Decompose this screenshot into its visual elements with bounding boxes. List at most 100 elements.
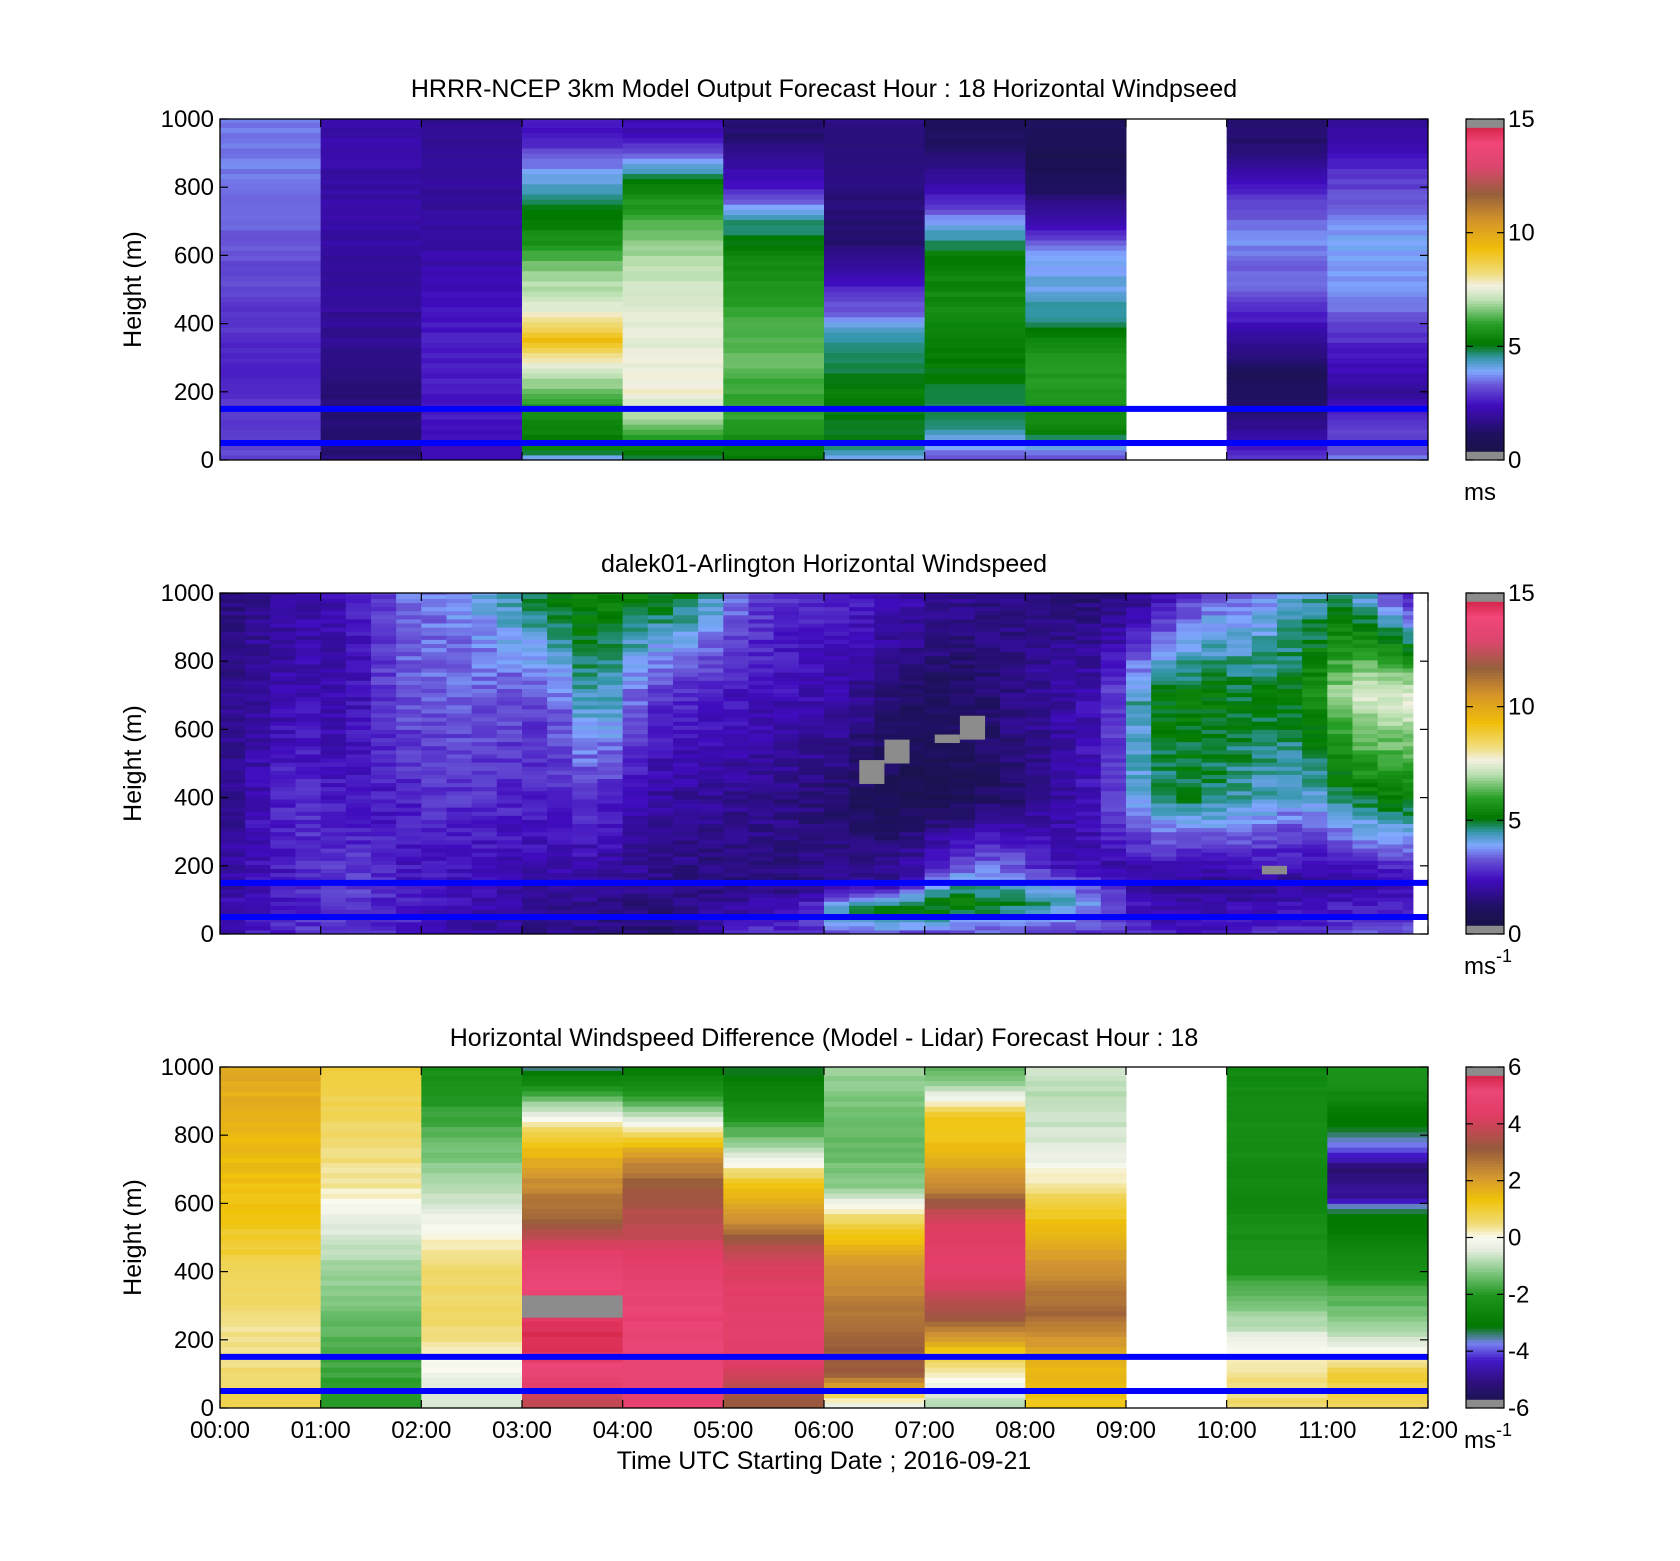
heatmap-cell: [220, 147, 322, 154]
heatmap-cell: [1201, 626, 1228, 632]
heatmap-cell: [572, 827, 598, 833]
colorbar-swatch: [1466, 365, 1504, 370]
heatmap-cell: [1377, 786, 1404, 792]
heatmap-cell: [1126, 659, 1152, 665]
heatmap-cell: [673, 839, 699, 845]
heatmap-cell: [899, 675, 926, 681]
heatmap-cell: [572, 773, 598, 780]
heatmap-cell: [471, 728, 498, 734]
heatmap-cell: [1100, 708, 1127, 714]
heatmap-cell: [1126, 638, 1152, 644]
heatmap-cell: [1050, 687, 1077, 694]
heatmap-cell: [1025, 254, 1127, 262]
heatmap-cell: [1075, 753, 1102, 759]
heatmap-cell: [798, 606, 825, 612]
heatmap-cell: [1226, 346, 1328, 354]
heatmap-cell: [1327, 193, 1428, 200]
heatmap-cell: [1302, 626, 1328, 632]
heatmap-cell: [1000, 741, 1026, 747]
heatmap-cell: [1352, 851, 1379, 857]
heatmap-cell: [1151, 921, 1177, 927]
heatmap-cell: [1352, 908, 1379, 915]
heatmap-cell: [220, 802, 246, 808]
heatmap-cell: [1377, 720, 1404, 726]
heatmap-cell: [496, 671, 523, 677]
heatmap-cell: [270, 593, 296, 599]
heatmap-cell: [748, 859, 775, 865]
heatmap-cell: [496, 818, 523, 825]
heatmap-cell: [320, 687, 347, 694]
heatmap-cell: [1126, 712, 1152, 718]
heatmap-cell: [1025, 285, 1127, 292]
heatmap-cell: [597, 868, 624, 874]
heatmap-cell: [1025, 638, 1051, 644]
heatmap-cell: [295, 888, 322, 894]
heatmap-cell: [723, 449, 825, 456]
heatmap-cell: [1377, 597, 1404, 604]
heatmap-cell: [471, 696, 498, 702]
heatmap-cell: [421, 859, 447, 865]
heatmap-cell: [396, 638, 422, 644]
heatmap-cell: [345, 847, 372, 853]
heatmap-cell: [421, 142, 523, 149]
colorbar-swatch: [1466, 400, 1504, 404]
heatmap-cell: [723, 280, 825, 287]
heatmap-cell: [698, 892, 724, 898]
heatmap-cell: [371, 708, 397, 714]
heatmap-cell: [572, 708, 598, 714]
heatmap-cell: [1377, 642, 1404, 649]
heatmap-cell: [899, 904, 926, 910]
heatmap-cell: [1201, 859, 1228, 865]
heatmap-cell: [547, 863, 573, 870]
heatmap-cell: [1050, 908, 1077, 915]
heatmap-cell: [924, 254, 1026, 262]
heatmap-cell: [849, 745, 875, 751]
heatmap-cell: [1327, 341, 1428, 348]
heatmap-cell: [572, 876, 598, 882]
heatmap-cell: [949, 757, 976, 763]
heatmap-cell: [547, 921, 573, 927]
heatmap-cell: [295, 647, 322, 653]
heatmap-cell: [1352, 630, 1379, 636]
heatmap-cell: [547, 851, 573, 857]
heatmap-cell: [245, 687, 271, 694]
heatmap-cell: [1302, 679, 1328, 685]
heatmap-cell: [1176, 630, 1202, 636]
heatmap-cell: [421, 300, 523, 308]
heatmap-cell: [471, 593, 498, 599]
heatmap-cell: [270, 708, 296, 714]
heatmap-cell: [1025, 178, 1127, 185]
heatmap-cell: [1377, 769, 1404, 775]
colorbar-swatch: [1466, 158, 1504, 162]
heatmap-cell: [371, 851, 397, 857]
heatmap-cell: [773, 651, 800, 657]
heatmap-cell: [975, 904, 1001, 910]
heatmap-cell: [1302, 773, 1328, 780]
heatmap-cell: [345, 753, 372, 759]
heatmap-cell: [320, 198, 422, 205]
heatmap-cell: [1377, 683, 1404, 689]
heatmap-cell: [245, 876, 271, 882]
heatmap-cell: [345, 888, 372, 894]
heatmap-cell: [773, 696, 800, 702]
heatmap-cell: [824, 121, 926, 129]
heatmap-cell: [924, 331, 1026, 338]
heatmap-cell: [1025, 868, 1051, 874]
heatmap-cell: [1377, 843, 1404, 849]
heatmap-cell: [471, 827, 498, 833]
heatmap-cell: [1201, 655, 1228, 661]
heatmap-cell: [446, 757, 473, 763]
heatmap-cell: [1226, 260, 1328, 267]
heatmap-cell: [1251, 606, 1278, 612]
heatmap-cell: [1000, 655, 1026, 661]
heatmap-cell: [597, 679, 624, 685]
heatmap-cell: [748, 814, 775, 820]
panel-1-heatmap: [220, 119, 1428, 460]
heatmap-cell: [1000, 724, 1026, 730]
heatmap-cell: [496, 921, 523, 927]
heatmap-cell: [1075, 872, 1102, 878]
heatmap-cell: [1302, 597, 1328, 604]
heatmap-cell: [622, 142, 724, 149]
heatmap-cell: [421, 745, 447, 751]
heatmap-cell: [1100, 831, 1127, 837]
